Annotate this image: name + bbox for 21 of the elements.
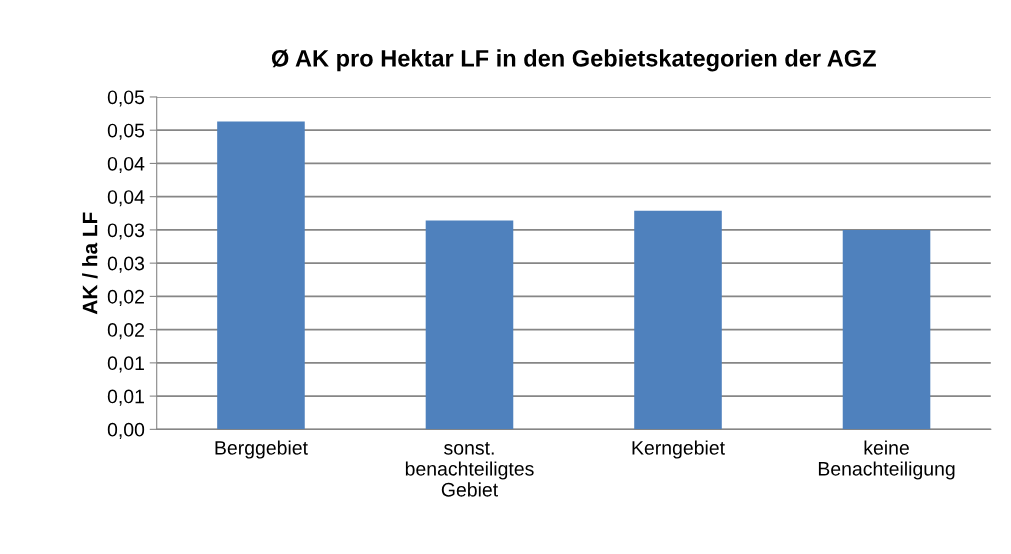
- chart-title: Ø AK pro Hektar LF in den Gebietskategorien der AGZ: [271, 49, 876, 72]
- y-tick-label: 0,02: [107, 289, 144, 306]
- bar: [842, 229, 931, 430]
- y-tick-label: 0,01: [107, 356, 144, 373]
- y-tick-label: 0,05: [107, 123, 145, 140]
- y-tick-label: 0,01: [107, 389, 144, 406]
- y-tick-label: 0,03: [107, 223, 145, 240]
- y-tick-label: 0,04: [107, 156, 145, 173]
- bar: [425, 220, 514, 430]
- y-tick-label: 0,00: [107, 422, 145, 439]
- x-tick-label: keine Benachteiligung: [818, 440, 955, 480]
- y-tick-label: 0,02: [107, 323, 144, 340]
- y-tick-label: 0,05: [107, 90, 145, 107]
- x-tick-label: Kerngebiet: [632, 440, 725, 459]
- y-tick-label: 0,04: [107, 190, 145, 207]
- bar: [634, 210, 722, 430]
- x-tick-label: sonst. benachteiligtes Gebiet: [405, 441, 534, 497]
- bar: [217, 121, 305, 430]
- y-tick-label: 0,03: [107, 256, 145, 273]
- x-tick-label: Berggebiet: [215, 440, 308, 459]
- y-axis-title: AK / ha LF: [82, 212, 98, 315]
